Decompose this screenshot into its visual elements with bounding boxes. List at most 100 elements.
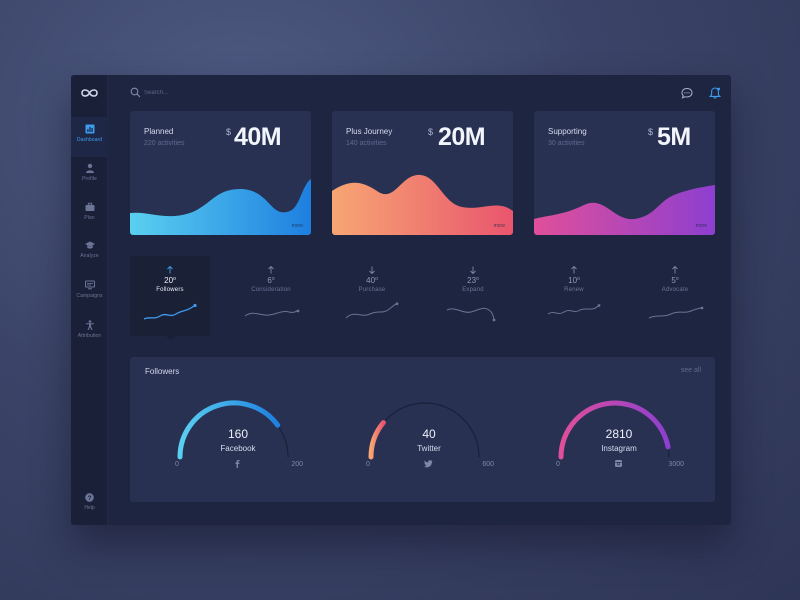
sidebar-item-attribution[interactable]: Attribution — [71, 317, 108, 357]
metric-label: Renew — [564, 287, 584, 293]
card-title: Planned — [144, 127, 174, 136]
metric-purchase[interactable]: 40o Purchase — [332, 256, 412, 336]
bell-icon[interactable] — [708, 86, 722, 100]
degree-mark: o — [173, 276, 176, 282]
twitter-icon — [424, 460, 433, 468]
gauge-instagram[interactable]: 2810 Instagram 0 3000 — [554, 397, 684, 477]
arrow-down-icon — [369, 266, 375, 274]
arrow-down-icon — [470, 266, 476, 274]
card-title: Plus Journey — [346, 127, 393, 136]
arrow-up-icon — [268, 266, 274, 274]
metric-value: 6 — [267, 276, 272, 285]
metric-label: Purchase — [358, 287, 386, 293]
chat-icon[interactable] — [680, 86, 694, 100]
gauge-twitter[interactable]: 40 Twitter 0 600 — [364, 397, 494, 477]
metric-value: 20 — [164, 276, 174, 285]
card-supporting[interactable]: Supporting 30 activities $ 5M more — [534, 111, 715, 235]
metric-value: 23 — [467, 276, 477, 285]
degree-mark: o — [577, 276, 580, 282]
gauge-min: 0 — [556, 461, 560, 468]
sidebar-item-dashboard[interactable]: Dashboard — [71, 117, 108, 157]
search-input[interactable] — [144, 86, 264, 99]
degree-mark: o — [375, 276, 378, 282]
gauge-arc — [177, 400, 289, 460]
arrow-up-icon — [672, 266, 678, 274]
help-button[interactable]: ? Help — [71, 493, 108, 511]
sidebar: Dashboard Profile Plan Analyze Camp — [71, 75, 108, 525]
see-all-link[interactable]: see all — [680, 367, 701, 374]
dashboard-window: Dashboard Profile Plan Analyze Camp — [71, 75, 731, 525]
metric-value: 5 — [671, 276, 676, 285]
followers-title: Followers — [145, 367, 180, 376]
gauge-name: Twitter — [417, 444, 441, 453]
metric-value: 10 — [568, 276, 578, 285]
card-plus-journey[interactable]: Plus Journey 140 activities $ 20M more — [332, 111, 513, 235]
metric-label: Expand — [462, 287, 484, 293]
gauge-arc — [558, 400, 671, 460]
area-wave-chart — [534, 185, 715, 235]
area-wave-chart — [130, 179, 311, 235]
instagram-icon — [615, 460, 622, 467]
top-bar — [108, 75, 731, 111]
gauge-value: 40 — [422, 427, 436, 441]
facebook-icon — [235, 460, 240, 468]
sidebar-item-campaigns[interactable]: Campaigns — [71, 277, 108, 317]
card-subtitle: 30 activities — [548, 140, 585, 147]
gauge-value: 2810 — [605, 427, 633, 441]
sidebar-item-label: Analyze — [80, 253, 99, 259]
gauge-arc — [368, 402, 480, 460]
area-wave-chart — [332, 174, 513, 235]
briefcase-icon — [85, 202, 94, 211]
followers-panel: Followers see all 160 Facebook 0 200 40 … — [130, 357, 715, 502]
sidebar-item-label: Attribution — [77, 333, 102, 339]
metric-expand[interactable]: 23o Expand — [433, 256, 513, 336]
metric-consideration[interactable]: 6o Consideration — [231, 256, 311, 336]
gauge-max: 3000 — [668, 461, 684, 468]
gauge-facebook[interactable]: 160 Facebook 0 200 — [173, 397, 303, 477]
search-icon — [130, 87, 141, 98]
card-subtitle: 220 activities — [144, 140, 185, 147]
sidebar-item-label: Profile — [82, 176, 97, 182]
card-currency: $ — [428, 127, 434, 137]
sparkline — [648, 306, 704, 319]
user-icon — [85, 163, 94, 173]
card-more-link[interactable]: more — [493, 223, 505, 229]
gauge-max: 200 — [291, 461, 303, 468]
help-icon: ? — [85, 493, 94, 502]
graduation-cap-icon — [84, 241, 95, 249]
sidebar-item-plan[interactable]: Plan — [71, 199, 108, 239]
card-title: Supporting — [548, 127, 587, 136]
card-more-link[interactable]: more — [291, 223, 303, 229]
sidebar-item-label: Plan — [84, 215, 95, 221]
degree-mark: o — [271, 276, 275, 282]
card-more-link[interactable]: more — [695, 223, 707, 229]
metric-label: Advocate — [661, 287, 689, 293]
gauge-max: 600 — [482, 461, 494, 468]
help-label: Help — [84, 505, 95, 511]
metric-followers[interactable]: 20o Followers — [130, 256, 210, 336]
metric-pointer — [166, 336, 176, 341]
card-subtitle: 140 activities — [346, 140, 387, 147]
infinity-logo-icon[interactable] — [79, 86, 100, 100]
card-value: 5M — [657, 123, 691, 151]
metric-renew[interactable]: 10o Renew — [534, 256, 614, 336]
figure-icon — [85, 320, 94, 330]
degree-mark: o — [675, 276, 679, 282]
dashboard-icon — [85, 124, 94, 134]
card-value: 40M — [234, 123, 282, 151]
metric-advocate[interactable]: 5o Advocate — [635, 256, 715, 336]
gauge-name: Facebook — [220, 444, 256, 453]
card-currency: $ — [648, 127, 654, 137]
monitor-icon — [84, 280, 95, 290]
metric-value: 40 — [366, 276, 376, 285]
card-currency: $ — [226, 127, 232, 137]
sparkline — [547, 304, 601, 315]
sparkline — [244, 309, 300, 317]
sidebar-item-profile[interactable]: Profile — [71, 159, 108, 199]
card-planned[interactable]: Planned 220 activities $ 40M more — [130, 111, 311, 235]
sparkline — [446, 307, 496, 322]
sparkline — [345, 302, 399, 319]
gauge-name: Instagram — [601, 444, 637, 453]
sidebar-item-analyze[interactable]: Analyze — [71, 237, 108, 277]
metric-label: Consideration — [251, 287, 291, 293]
